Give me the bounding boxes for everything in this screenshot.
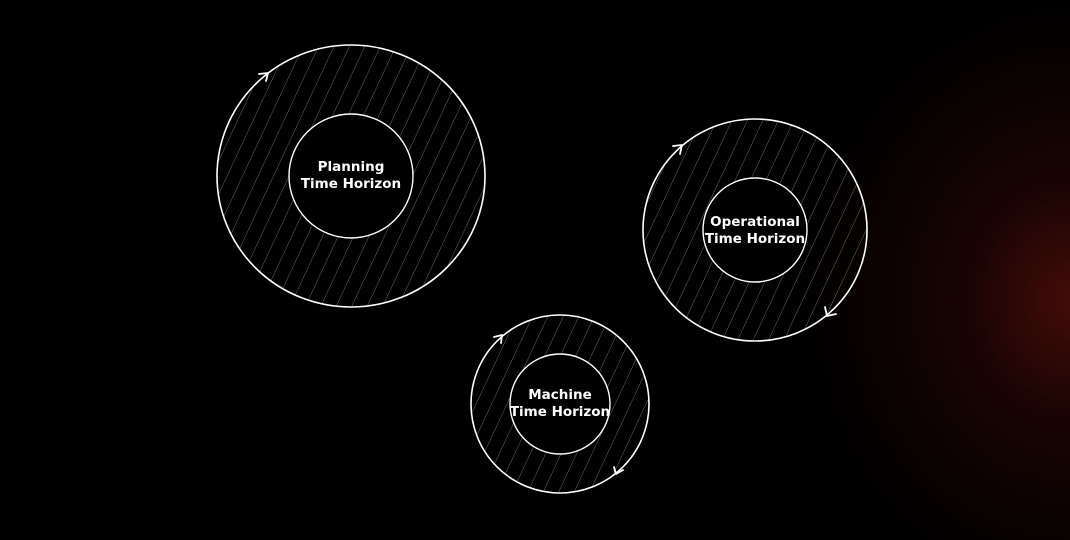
ring-operational-label: Operational Time Horizon [685,214,825,248]
ring-machine [470,314,650,494]
arrow-bottom-right-icon [824,306,837,317]
ring-machine-band [471,315,649,493]
ring-operational-inner [702,177,808,283]
ring-planning-band [216,44,486,308]
ring-planning-label-line2: Time Horizon [300,176,402,192]
ring-operational-label-line1: Operational [710,214,800,230]
ring-operational-outer [642,118,868,342]
ring-planning-label-line1: Planning [317,159,385,175]
ring-operational [642,118,868,342]
ring-machine-label-line1: Machine [528,387,592,403]
arrow-top-left-icon [258,72,269,82]
ring-operational-band [643,119,867,341]
ring-machine-label: Machine Time Horizon [490,387,630,421]
ring-machine-outer [470,314,650,494]
arrow-top-left-icon [493,334,503,344]
ring-planning-label: Planning Time Horizon [281,159,421,193]
arrow-bottom-right-icon [613,466,624,475]
ring-planning-inner [288,113,414,239]
ring-planning-outer [216,44,486,308]
ring-machine-label-line2: Time Horizon [509,404,611,420]
ring-planning [216,44,486,308]
ring-operational-label-line2: Time Horizon [704,231,806,247]
ring-machine-inner [509,353,611,455]
arrow-top-left-icon [672,144,683,155]
